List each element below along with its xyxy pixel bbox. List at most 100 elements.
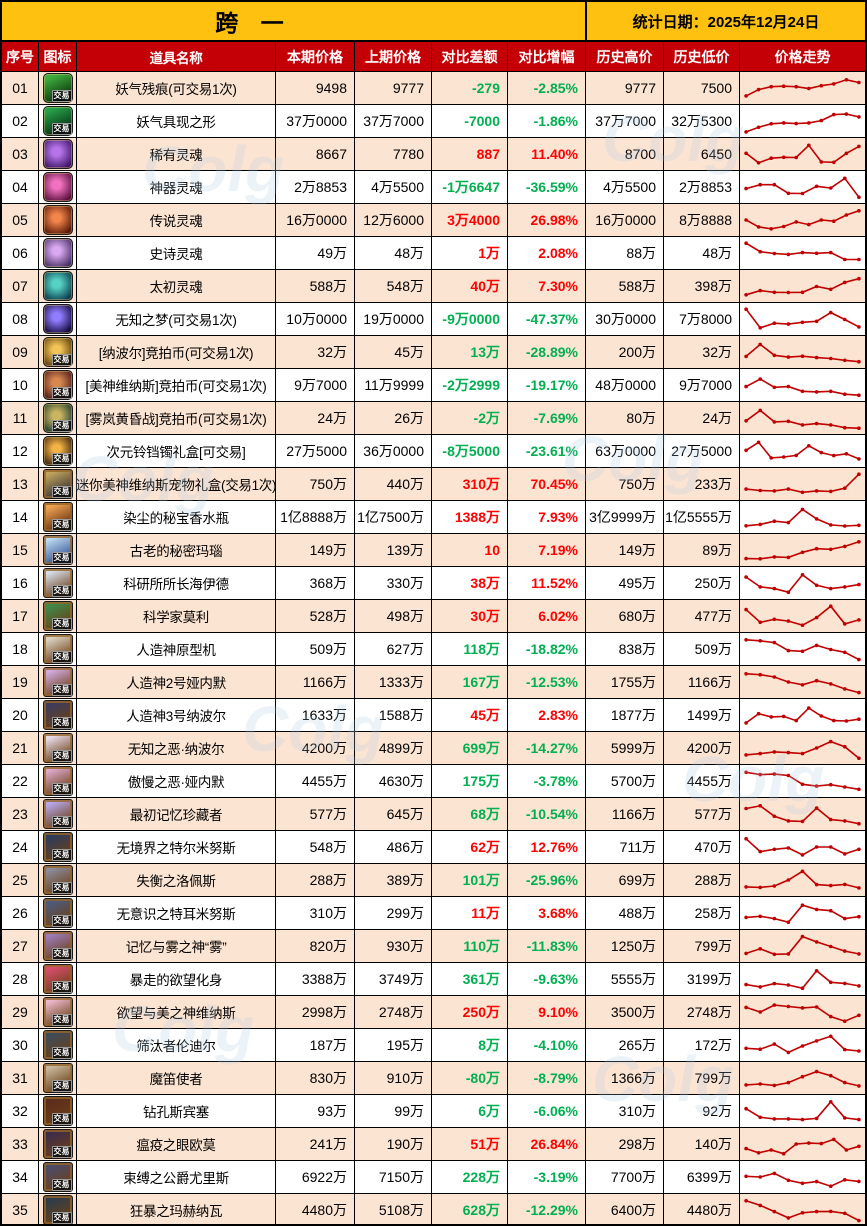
previous-price: 486万 [355,831,432,863]
sparkline-svg [744,376,861,397]
previous-price: 930万 [355,930,432,962]
history-low: 140万 [664,1128,740,1160]
history-low: 250万 [664,567,740,599]
sparkline-svg [744,507,861,528]
diff-percent: 26.98% [508,204,586,236]
item-name: 束缚之公爵尤里斯 [77,1161,276,1193]
diff-amount: -80万 [432,1062,508,1094]
item-name: 迷你美神维纳斯宠物礼盒(交易1次) [77,468,276,500]
item-name: 神器灵魂 [77,171,276,203]
trade-badge: 交易 [51,1179,72,1191]
sparkline-svg [744,572,861,594]
card-item-icon: 交易 [42,568,73,598]
diff-percent: -25.96% [508,864,586,896]
item-name: 人造神原型机 [77,633,276,665]
item-icon-cell: 交易 [39,336,77,368]
history-low: 1亿5555万 [664,501,740,533]
row-number: 28 [2,963,39,995]
previous-price: 1亿7500万 [355,501,432,533]
current-price: 9万7000 [276,369,355,401]
sparkline-svg [744,739,861,760]
row-number: 31 [2,1062,39,1094]
table-row: 27 交易 记忆与雾之神“雾” 820万 930万 110万 -11.83% 1250万 799… [2,930,865,963]
diff-amount: 310万 [432,468,508,500]
diff-amount: 628万 [432,1194,508,1224]
sparkline-svg [744,276,861,297]
history-high: 265万 [586,1029,664,1061]
card-item-icon: 交易 [42,1195,73,1224]
previous-price: 12万6000 [355,204,432,236]
trade-badge: 交易 [51,519,72,531]
price-trend-sparkline [740,303,865,335]
current-price: 310万 [276,897,355,929]
sparkline-svg [744,111,861,134]
row-number: 08 [2,303,39,335]
col-header-current: 本期价格 [276,42,355,71]
history-low: 799万 [664,930,740,962]
diff-amount: 40万 [432,270,508,302]
sparkline-svg [744,705,861,725]
sparkline-svg [744,1099,861,1121]
history-high: 588万 [586,270,664,302]
item-icon-cell: 交易 [39,1029,77,1061]
price-trend-sparkline [740,567,865,599]
previous-price: 37万7000 [355,105,432,137]
history-low: 4480万 [664,1194,740,1224]
item-name: 失衡之洛佩斯 [77,864,276,896]
item-icon-cell: 交易 [39,864,77,896]
diff-percent: -7.69% [508,402,586,434]
diff-percent: -19.17% [508,369,586,401]
row-number: 23 [2,798,39,830]
previous-price: 7150万 [355,1161,432,1193]
table-row: 08 无知之梦(可交易1次) 10万0000 19万0000 -9万0000 -47.37… [2,303,865,336]
diff-percent: 11.40% [508,138,586,170]
item-name: 傲慢之恶·娅内默 [77,765,276,797]
current-price: 37万0000 [276,105,355,137]
item-icon-cell: 交易 [39,1194,77,1224]
row-number: 09 [2,336,39,368]
diff-amount: 10 [432,534,508,566]
sparkline-svg [744,240,861,261]
price-trend-sparkline [740,501,865,533]
item-icon-cell: 交易 [39,996,77,1028]
item-icon-cell: 交易 [39,567,77,599]
item-name: 钻孔斯宾塞 [77,1095,276,1127]
previous-price: 99万 [355,1095,432,1127]
price-trend-sparkline [740,1029,865,1061]
history-low: 258万 [664,897,740,929]
history-high: 4万5500 [586,171,664,203]
diff-percent: -12.29% [508,1194,586,1224]
card-item-icon: 交易 [42,667,73,697]
item-icon-cell: 交易 [39,897,77,929]
current-price: 2998万 [276,996,355,1028]
trade-badge: 交易 [51,354,72,366]
sparkline-svg [744,1137,861,1155]
coin-item-icon: 交易 [42,403,73,433]
item-icon-cell: 交易 [39,765,77,797]
card-item-icon: 交易 [42,469,73,499]
diff-amount: 167万 [432,666,508,698]
column-header-row: 序号 图标 道具名称 本期价格 上期价格 对比差额 对比增幅 历史高价 历史低价… [2,42,865,72]
item-name: 欲望与美之神维纳斯 [77,996,276,1028]
row-number: 16 [2,567,39,599]
history-low: 24万 [664,402,740,434]
diff-percent: -9.63% [508,963,586,995]
card-item-icon: 交易 [42,799,73,829]
row-number: 21 [2,732,39,764]
history-high: 298万 [586,1128,664,1160]
history-high: 1877万 [586,699,664,731]
history-high: 680万 [586,600,664,632]
row-number: 05 [2,204,39,236]
current-price: 4200万 [276,732,355,764]
previous-price: 1588万 [355,699,432,731]
trade-badge: 交易 [51,1146,72,1158]
table-row: 07 太初灵魂 588万 548万 40万 7.30% 588万 398万 [2,270,865,303]
history-low: 1499万 [664,699,740,731]
previous-price: 139万 [355,534,432,566]
price-trend-sparkline [740,963,865,995]
table-row: 33 交易 瘟疫之眼欧莫 241万 190万 51万 26.84% 298万 140万 [2,1128,865,1161]
current-price: 10万0000 [276,303,355,335]
history-high: 6400万 [586,1194,664,1224]
item-icon-cell [39,237,77,269]
col-header-diff: 对比差额 [432,42,508,71]
